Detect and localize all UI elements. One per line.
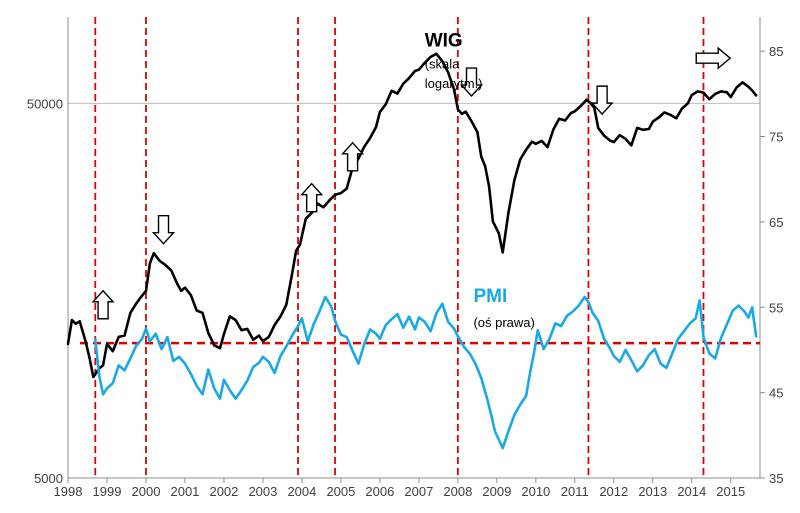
x-tick-label: 2005 — [326, 484, 355, 499]
vertical-markers — [94, 17, 705, 478]
y-left-tick-label: 50000 — [27, 96, 63, 111]
x-tick-label: 2002 — [209, 484, 238, 499]
y-right-tick-label: 55 — [769, 300, 783, 315]
annotation-label: (skala — [425, 56, 460, 71]
axes: 1998 1999 2000 2001 2002 2003 2004 2005 2006 2007… — [27, 17, 783, 499]
arrow-down-icon — [459, 67, 484, 98]
x-tick-label: 1998 — [54, 484, 83, 499]
arrow-down-icon — [590, 85, 614, 116]
x-tick-label: 2007 — [404, 484, 433, 499]
annotation-label: (oś prawa) — [473, 315, 534, 330]
x-tick-label: 2003 — [248, 484, 277, 499]
x-tick-label: 2004 — [287, 484, 316, 499]
annotation-label: WIG — [425, 30, 463, 51]
x-tick-label: 2006 — [365, 484, 394, 499]
wig-series-line — [66, 52, 758, 379]
x-tick-label: 2009 — [482, 484, 511, 499]
annotation-label: logarytm.) — [425, 76, 483, 91]
y-right-tick-label: 75 — [769, 130, 783, 145]
arrow-down-icon — [151, 214, 176, 245]
x-tick-label: 1999 — [93, 484, 122, 499]
y-right-tick-label: 45 — [769, 386, 783, 401]
x-tick-label: 2015 — [716, 484, 745, 499]
arrow-right-icon — [695, 46, 732, 70]
y-right-tick-label: 65 — [769, 215, 783, 230]
x-tick-label: 2010 — [521, 484, 550, 499]
annotation-label: PMI — [473, 286, 507, 307]
x-tick-label: 2000 — [132, 484, 161, 499]
y-right-tick-label: 85 — [769, 44, 783, 59]
x-tick-label: 2008 — [443, 484, 472, 499]
annotations-layer: WIG (skala logarytm.) PMI (oś prawa) — [425, 30, 535, 330]
y-right-tick-label: 35 — [769, 471, 783, 486]
x-tick-label: 2014 — [677, 484, 706, 499]
pmi-series-line — [94, 295, 758, 450]
x-tick-label: 2013 — [638, 484, 667, 499]
x-tick-label: 2011 — [561, 484, 589, 499]
arrows-layer — [91, 46, 732, 320]
arrow-up-icon — [91, 289, 115, 320]
y-left-tick-label: 5000 — [34, 471, 63, 486]
x-tick-label: 2012 — [599, 484, 628, 499]
series-layer — [66, 52, 758, 450]
arrow-up-icon — [300, 182, 324, 213]
arrow-up-icon — [341, 141, 365, 172]
x-tick-label: 2001 — [170, 484, 199, 499]
